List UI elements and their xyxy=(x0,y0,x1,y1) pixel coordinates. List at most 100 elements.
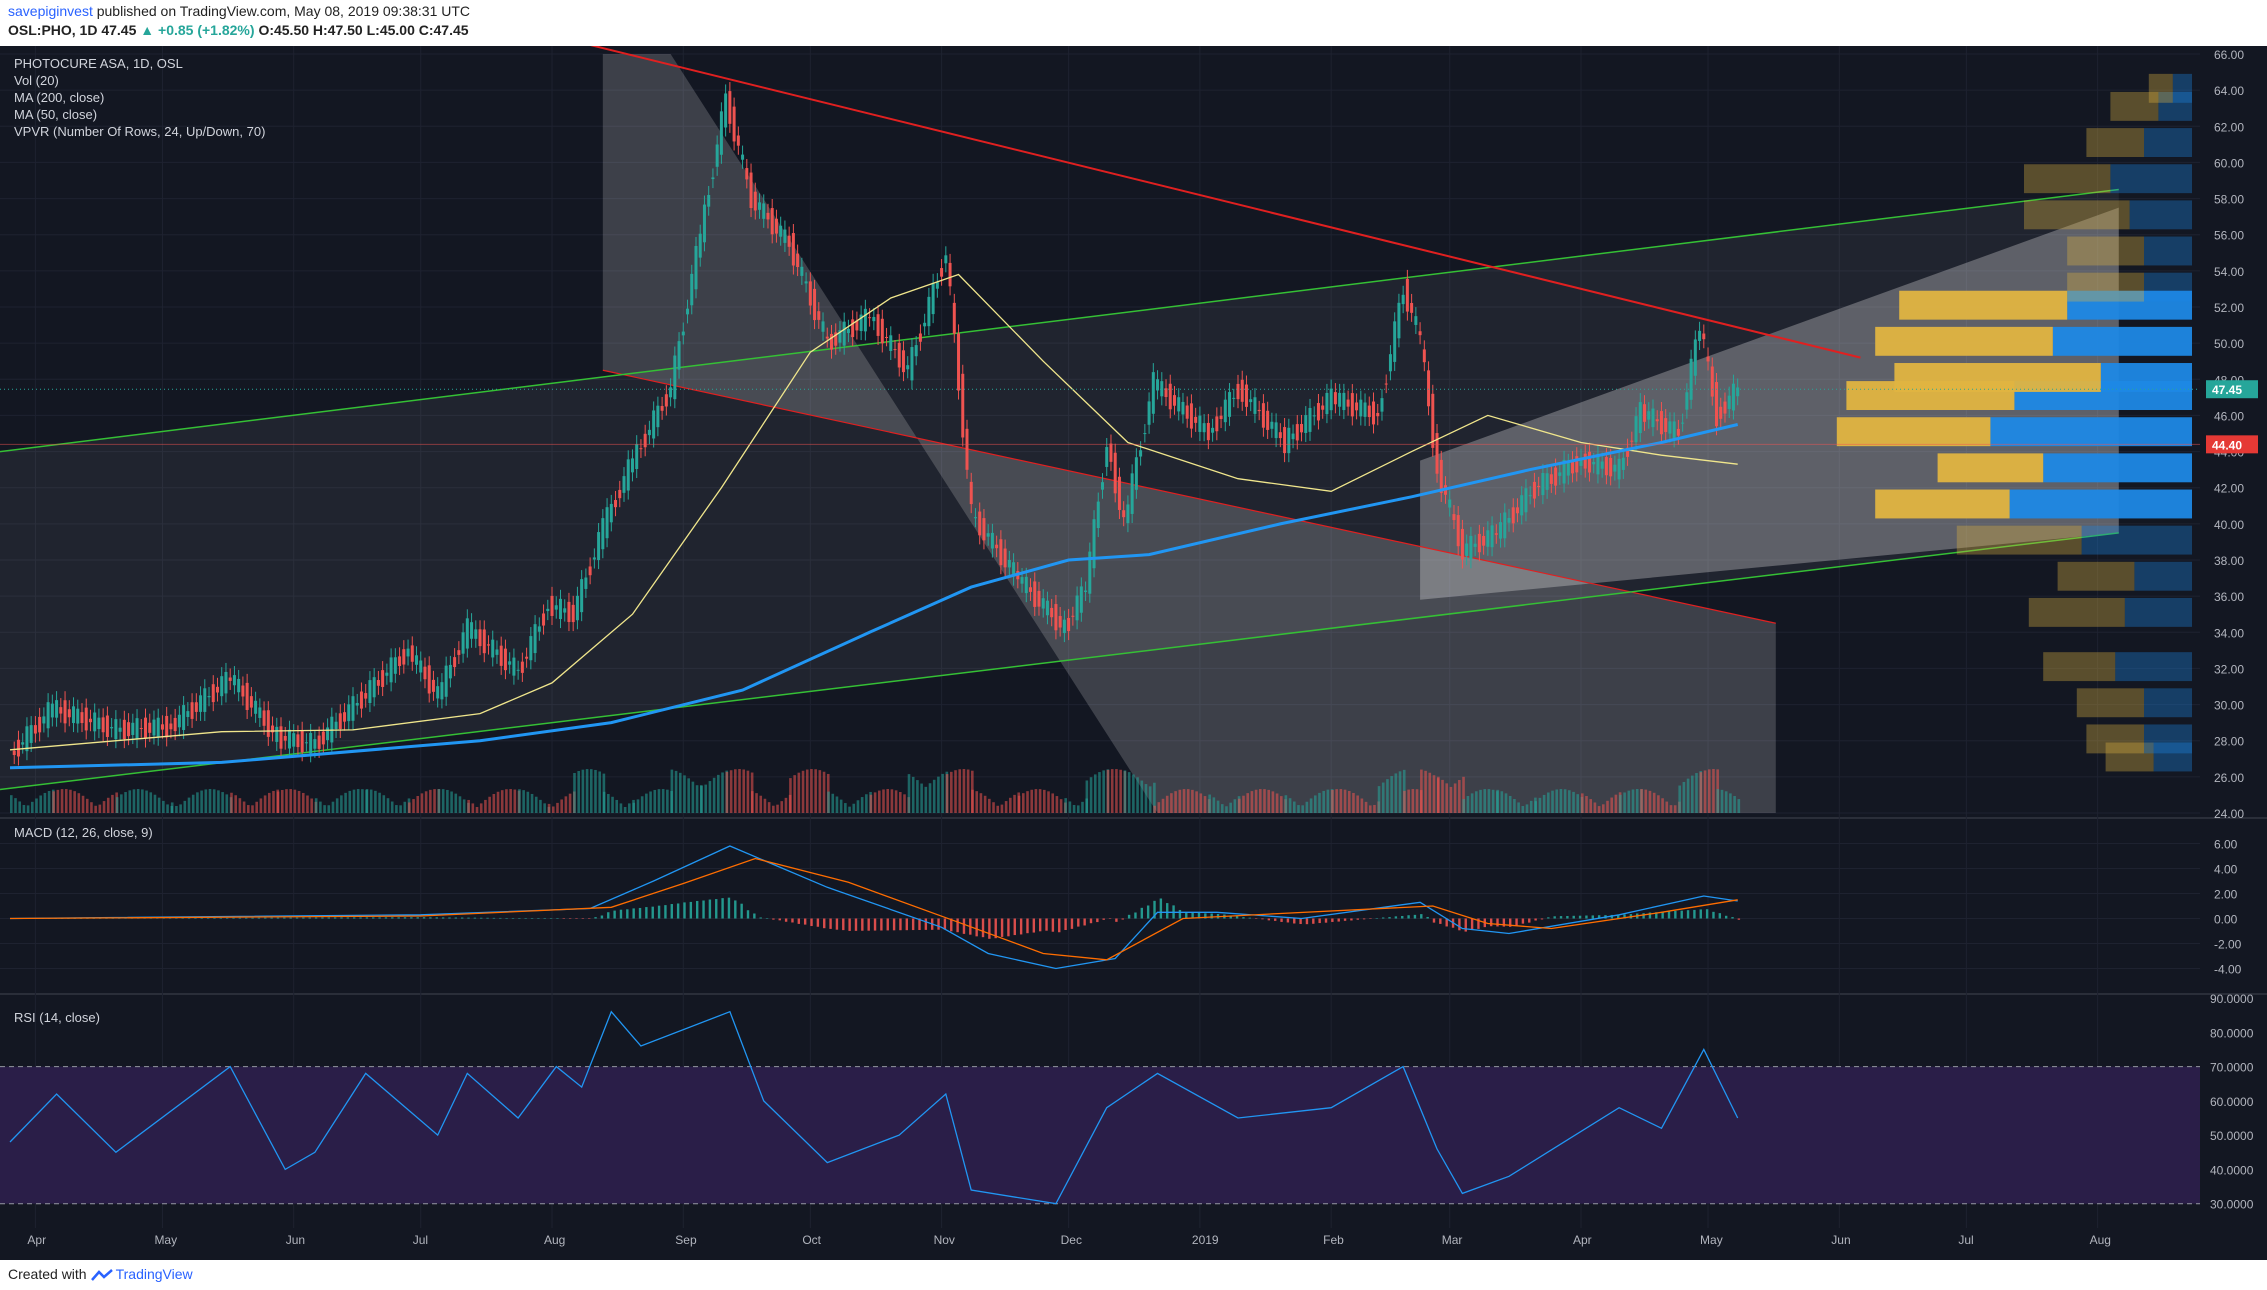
macd-histogram-bar xyxy=(689,901,693,919)
macd-histogram-bar xyxy=(1350,918,1353,921)
volume-bar xyxy=(293,789,297,813)
candle-body xyxy=(1037,590,1041,607)
price-axis-tick: 60.00 xyxy=(2214,156,2244,170)
volume-bar xyxy=(979,793,983,813)
volume-bar xyxy=(1043,789,1046,813)
price-axis-tick: 40.00 xyxy=(2214,518,2244,532)
candle-body xyxy=(186,711,190,717)
macd-histogram-bar xyxy=(181,917,184,919)
volume-bar xyxy=(640,796,644,813)
volume-bar xyxy=(124,792,127,813)
candle-body xyxy=(38,716,42,733)
candle-body xyxy=(249,696,253,708)
candle-body xyxy=(597,532,601,561)
macd-histogram-bar xyxy=(1591,915,1594,919)
volume-bar xyxy=(589,769,593,813)
vpvr-down-bar xyxy=(2129,200,2192,230)
volume-bar xyxy=(1555,789,1559,813)
rsi-label: RSI (14, close) xyxy=(14,1010,100,1025)
candle-body xyxy=(1249,399,1253,403)
volume-bar xyxy=(950,771,953,813)
publish-header: savepiginvest published on TradingView.c… xyxy=(0,0,2267,46)
volume-bar xyxy=(157,797,161,813)
macd-histogram-bar xyxy=(981,918,985,938)
volume-bar xyxy=(899,792,902,813)
volume-bar xyxy=(102,801,106,813)
volume-bar xyxy=(1648,790,1652,813)
volume-bar xyxy=(179,804,182,813)
candle-body xyxy=(211,684,215,703)
candle-body xyxy=(465,618,469,649)
volume-bar xyxy=(725,771,729,813)
macd-histogram-bar xyxy=(238,917,242,919)
macd-histogram-bar xyxy=(556,918,559,919)
candle-body xyxy=(1617,458,1621,480)
macd-histogram-bar xyxy=(1489,918,1493,927)
candle-body xyxy=(254,700,258,714)
volume-bar xyxy=(1449,786,1453,813)
candle-body xyxy=(1219,415,1223,420)
macd-histogram-bar xyxy=(842,918,845,931)
macd-histogram-bar xyxy=(283,917,286,919)
candle-body xyxy=(749,172,753,209)
legend-ma200: MA (200, close) xyxy=(14,90,105,105)
volume-bar xyxy=(170,802,174,813)
volume-bar xyxy=(945,774,949,813)
macd-histogram-bar xyxy=(588,918,591,919)
volume-bar xyxy=(1589,799,1592,813)
candle-body xyxy=(580,579,584,613)
volume-bar xyxy=(1318,792,1321,813)
volume-bar xyxy=(742,769,746,813)
volume-bar xyxy=(975,791,979,813)
author-link[interactable]: savepiginvest xyxy=(8,3,93,19)
price-axis-tick: 62.00 xyxy=(2214,120,2244,134)
volume-bar xyxy=(1699,772,1703,813)
tradingview-link[interactable]: TradingView xyxy=(115,1266,193,1282)
volume-bar xyxy=(22,804,26,813)
volume-bar xyxy=(856,800,860,813)
macd-histogram-bar xyxy=(410,917,413,919)
candle-body xyxy=(1490,525,1494,548)
volume-bar xyxy=(1673,805,1677,813)
candle-body xyxy=(1198,415,1202,432)
macd-histogram-bar xyxy=(270,917,273,919)
candle-body xyxy=(461,632,465,654)
volume-bar xyxy=(395,805,398,813)
volume-bar xyxy=(916,780,919,813)
candle-body xyxy=(571,604,575,623)
volume-bar xyxy=(1508,795,1512,813)
macd-histogram-bar xyxy=(600,915,604,919)
volume-bar xyxy=(1123,770,1127,813)
candle-body xyxy=(838,330,842,343)
candle-body xyxy=(1681,422,1685,424)
candle-body xyxy=(241,685,245,697)
volume-bar xyxy=(1182,789,1186,813)
candle-body xyxy=(1075,595,1079,621)
volume-bar xyxy=(1284,795,1288,813)
candle-body xyxy=(84,707,88,731)
macd-histogram-bar xyxy=(1426,916,1429,919)
volume-bar xyxy=(399,805,402,813)
volume-bar xyxy=(1280,796,1283,813)
volume-bar xyxy=(386,798,390,813)
time-axis-tick: Apr xyxy=(1573,1233,1592,1247)
price-chart-svg[interactable]: 24.00 26.00 28.00 30.00 32.00 34.00 36.00 38.00… xyxy=(0,46,2267,1260)
volume-bar xyxy=(1238,798,1241,813)
candle-body xyxy=(1194,416,1198,423)
candle-body xyxy=(1427,370,1431,407)
macd-histogram-bar xyxy=(823,918,826,929)
macd-histogram-bar xyxy=(657,905,661,919)
volume-bar xyxy=(585,769,589,813)
volume-bar xyxy=(310,798,313,813)
chart-area[interactable]: 24.00 26.00 28.00 30.00 32.00 34.00 36.00 38.00… xyxy=(0,46,2267,1260)
candle-body xyxy=(592,557,596,560)
candle-body xyxy=(1710,366,1714,397)
candle-body xyxy=(567,601,571,623)
candle-body xyxy=(313,739,317,749)
candle-body xyxy=(42,716,46,724)
macd-histogram-bar xyxy=(264,917,267,919)
candle-body xyxy=(808,281,812,306)
vpvr-down-bar xyxy=(2158,91,2192,121)
volume-bar xyxy=(352,789,356,813)
macd-histogram-bar xyxy=(810,918,813,927)
